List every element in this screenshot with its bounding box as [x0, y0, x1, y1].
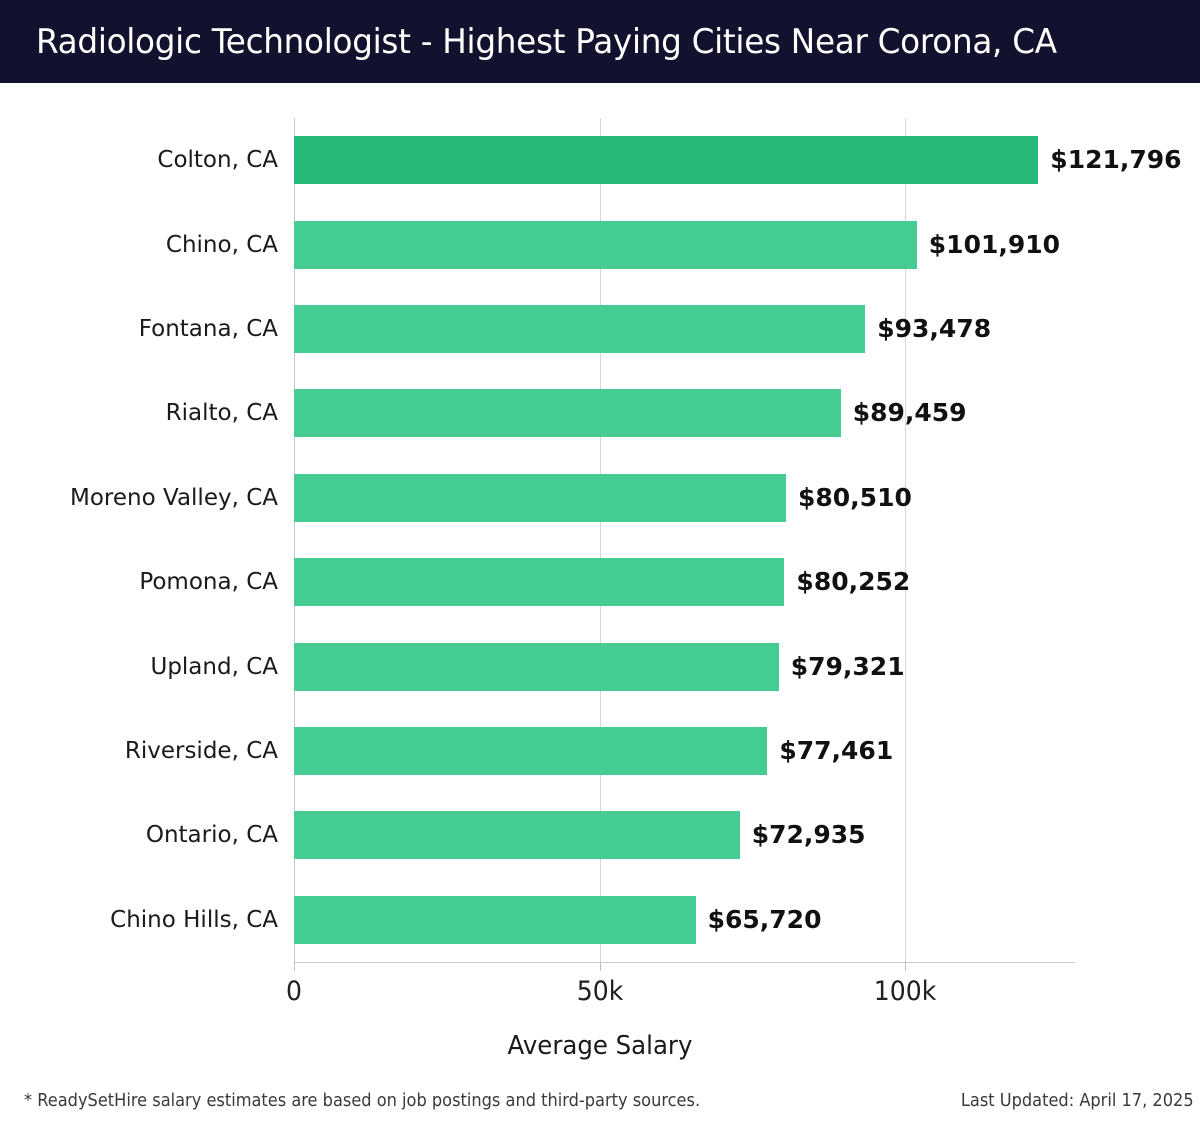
bar-fontana-ca[interactable] — [294, 305, 866, 353]
x-tick-label-50k: 50k — [576, 976, 623, 1007]
bar-colton-ca[interactable] — [294, 136, 1039, 185]
bar-row[interactable]: $93,478 — [294, 305, 1075, 353]
y-axis-label-fontana-ca: Fontana, CA — [138, 316, 278, 342]
bar-row[interactable]: $79,321 — [294, 642, 1075, 691]
bar-value-label: $101,910 — [928, 229, 1061, 259]
y-axis-labels: Colton, CA Chino, CA Fontana, CA Rialto, CA… — [0, 118, 294, 962]
bar-value-label: $89,459 — [852, 398, 967, 428]
x-axis-title-text: Average Salary — [507, 1031, 693, 1061]
bar-row[interactable]: $80,252 — [294, 558, 1075, 607]
bar-chino-ca[interactable] — [294, 220, 917, 269]
x-tick-mark — [599, 962, 601, 971]
x-axis-line — [294, 962, 1075, 963]
gridline-0 — [294, 118, 295, 962]
bar-ontario-ca[interactable] — [294, 811, 740, 860]
bar-pomona-ca[interactable] — [294, 558, 785, 607]
bar-row[interactable]: $80,510 — [294, 473, 1075, 522]
bar-row[interactable]: $89,459 — [294, 389, 1075, 438]
y-axis-label-rialto-ca: Rialto, CA — [165, 400, 278, 427]
bar-row[interactable]: $77,461 — [294, 727, 1075, 775]
bar-value-label: $72,935 — [751, 820, 866, 850]
footer-last-updated: Last Updated: April 17, 2025 — [961, 1090, 1194, 1111]
chart-canvas: Colton, CA Chino, CA Fontana, CA Rialto, CA… — [0, 83, 1200, 1083]
bar-value-label: $121,796 — [1050, 145, 1182, 175]
bar-rialto-ca[interactable] — [294, 389, 841, 438]
bar-value-label: $80,252 — [796, 567, 911, 597]
bar-value-label: $93,478 — [877, 314, 992, 343]
x-tick-mark — [905, 962, 907, 971]
bar-upland-ca[interactable] — [294, 642, 779, 691]
bar-value-label: $79,321 — [790, 651, 905, 681]
bar-riverside-ca[interactable] — [294, 727, 768, 775]
bar-row[interactable]: $65,720 — [294, 895, 1075, 944]
y-axis-label-moreno-valley-ca: Moreno Valley, CA — [70, 484, 278, 511]
bar-value-label: $65,720 — [707, 904, 822, 934]
y-axis-label-chino-hills-ca: Chino Hills, CA — [110, 906, 278, 933]
y-axis-label-ontario-ca: Ontario, CA — [145, 822, 278, 849]
plot-area: $121,796 $101,910 $93,478 $89,459 $80,510 $80… — [294, 118, 1182, 962]
x-tick-mark — [294, 962, 295, 971]
x-tick-label-100k: 100k — [873, 976, 937, 1007]
footer-disclaimer: * ReadySetHire salary estimates are base… — [24, 1090, 701, 1111]
bar-row[interactable]: $101,910 — [294, 220, 1075, 269]
y-axis-label-chino-ca: Chino, CA — [165, 231, 278, 258]
y-axis-label-pomona-ca: Pomona, CA — [139, 569, 278, 596]
y-axis-label-upland-ca: Upland, CA — [150, 653, 278, 680]
bar-moreno-valley-ca[interactable] — [294, 473, 786, 522]
bar-value-label: $77,461 — [779, 736, 894, 765]
bar-row[interactable]: $121,796 — [294, 136, 1182, 185]
bar-chino-hills-ca[interactable] — [294, 895, 696, 944]
bar-row[interactable]: $72,935 — [294, 811, 1075, 860]
chart-title-bar: Radiologic Technologist - Highest Paying… — [0, 0, 1200, 83]
page-title: Radiologic Technologist - Highest Paying… — [36, 21, 1057, 62]
y-axis-label-riverside-ca: Riverside, CA — [124, 738, 278, 764]
x-axis-title: Average Salary — [36, 1031, 1164, 1061]
y-axis-label-colton-ca: Colton, CA — [157, 147, 278, 174]
x-tick-label-0: 0 — [286, 976, 302, 1007]
gridline-50k — [599, 118, 601, 962]
gridline-100k — [905, 118, 907, 962]
chart-footer: * ReadySetHire salary estimates are base… — [0, 1090, 1200, 1140]
bar-value-label: $80,510 — [798, 482, 912, 512]
